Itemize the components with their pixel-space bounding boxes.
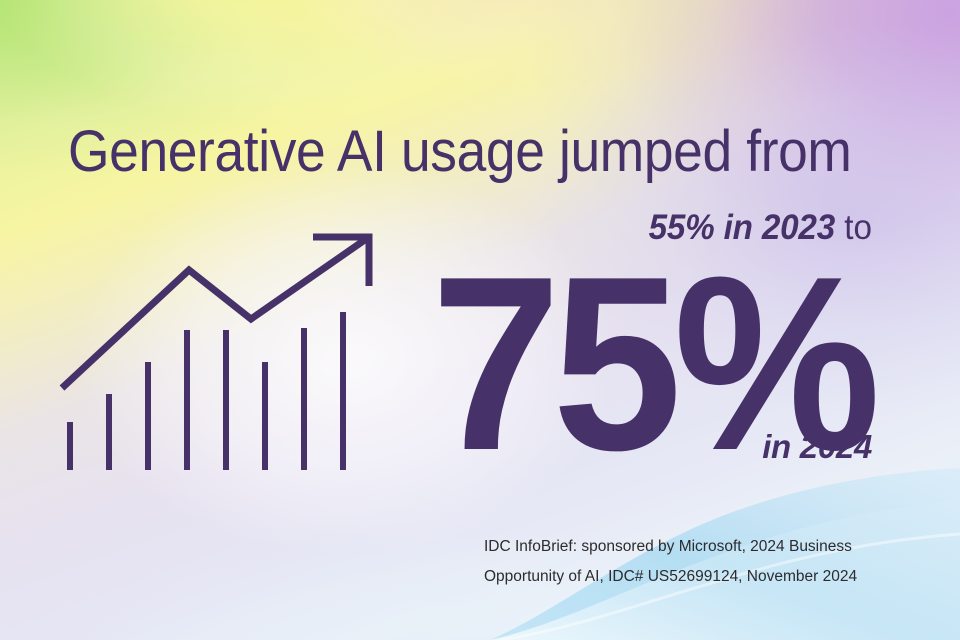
- trend-arrow-head-icon: [313, 233, 373, 286]
- current-stat-value: 75%: [430, 224, 881, 502]
- source-line-2: Opportunity of AI, IDC# US52699124, Nove…: [484, 568, 858, 586]
- page-title: Generative AI usage jumped from: [68, 119, 852, 184]
- statistic-block: 55% in 2023 to 75% in 2024: [431, 208, 881, 487]
- trend-line: [59, 234, 371, 391]
- source-line-1: IDC InfoBrief: sponsored by Microsoft, 2…: [484, 538, 852, 555]
- stat-connector: to: [835, 208, 872, 247]
- growth-chart-icon: [59, 233, 373, 470]
- source-citation: IDC InfoBrief: sponsored by Microsoft, 2…: [484, 532, 884, 592]
- previous-stat-line: 55% in 2023 to: [464, 208, 872, 247]
- previous-stat-value: 55% in 2023: [648, 208, 836, 247]
- current-stat-wrap: 75% in 2024: [431, 239, 881, 487]
- current-stat-year: in 2024: [762, 428, 872, 465]
